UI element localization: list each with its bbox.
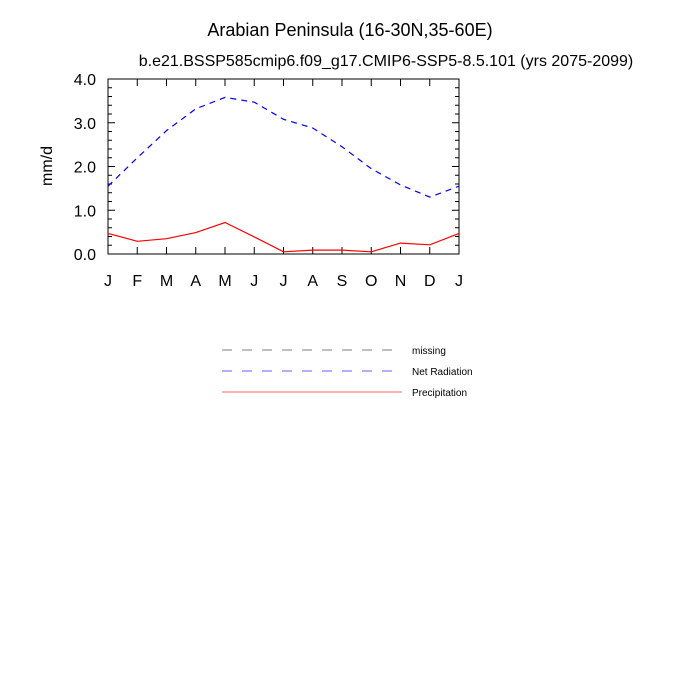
x-tick-label: A — [190, 273, 201, 290]
legend-label-missing: missing — [412, 346, 446, 357]
x-tick-label: S — [337, 273, 348, 290]
x-tick-label: J — [455, 273, 463, 290]
chart-subtitle: b.e21.BSSP585cmip6.f09_g17.CMIP6-SSP5-8.… — [139, 53, 634, 70]
legend-label-precipitation: Precipitation — [412, 388, 467, 399]
axes: J F M A M J J A S O N D J0.01.02.03.04.0 — [74, 72, 463, 290]
x-tick-label: M — [218, 273, 231, 290]
legend: missing Net Radiation Precipitation — [222, 346, 473, 399]
y-tick-label: 1.0 — [74, 203, 96, 220]
legend-label-net-radiation: Net Radiation — [412, 367, 473, 378]
x-tick-label: N — [395, 273, 407, 290]
plot-frame — [107, 78, 460, 255]
x-tick-label: J — [250, 273, 258, 290]
x-tick-label: J — [280, 273, 288, 290]
x-tick-label: D — [424, 273, 436, 290]
series-layer — [107, 96, 460, 253]
x-tick-label: M — [160, 273, 173, 290]
x-tick-label: A — [307, 273, 318, 290]
y-axis-label: mm/d — [39, 146, 56, 186]
y-tick-label: 3.0 — [74, 116, 96, 133]
chart-title: Arabian Peninsula (16-30N,35-60E) — [207, 20, 492, 40]
series-precipitation-line — [107, 221, 460, 253]
y-tick-label: 4.0 — [74, 72, 96, 89]
series-net-radiation-line — [107, 96, 460, 198]
y-tick-label: 2.0 — [74, 160, 96, 177]
x-tick-label: O — [365, 273, 377, 290]
x-tick-label: F — [132, 273, 142, 290]
x-tick-label: J — [104, 273, 112, 290]
y-tick-label: 0.0 — [74, 247, 96, 264]
